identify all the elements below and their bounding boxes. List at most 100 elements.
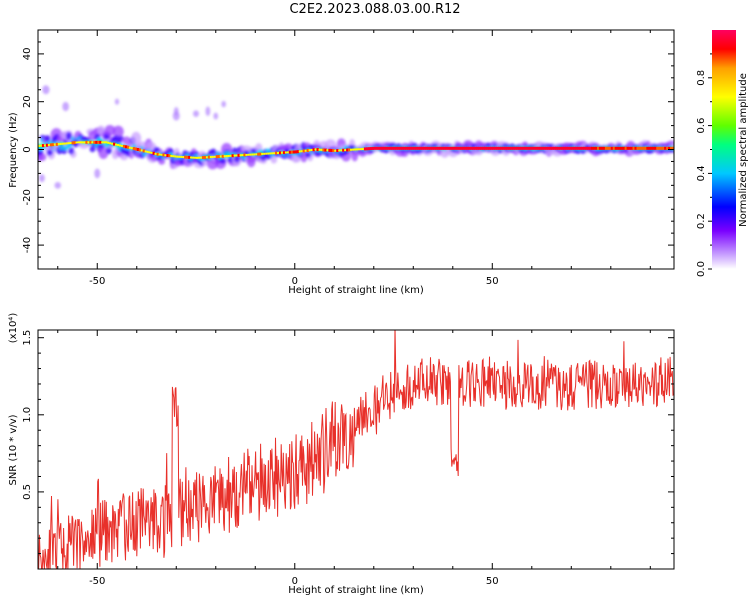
spectrogram-core-cell <box>405 146 408 150</box>
spectrogram-cell <box>104 124 116 136</box>
spectrogram-core-cell <box>316 148 319 152</box>
spectrogram-core-cell <box>304 149 307 152</box>
spectrogram-core-cell <box>563 146 566 150</box>
spectrogram-core-cell <box>41 144 45 148</box>
spectrogram-core-cell <box>662 146 665 150</box>
spectrogram-core-cell <box>531 146 535 150</box>
spectrogram-core-cell <box>512 146 515 150</box>
spectrogram-core-cell <box>596 146 600 150</box>
spectrogram-core-cell <box>444 146 448 150</box>
spectrogram-core-cell <box>49 143 53 147</box>
spectrogram-core-cell <box>555 146 558 150</box>
spectrogram-heatmap <box>38 85 674 189</box>
spectrogram-cell <box>293 156 301 163</box>
spectrogram-core-cell <box>610 146 614 150</box>
spectrogram-core-cell <box>314 148 317 151</box>
spectrogram-core-cell <box>367 147 371 151</box>
spectrogram-cell <box>131 131 142 145</box>
spectrogram-cell <box>68 147 75 155</box>
spectrogram-core-cell <box>634 146 637 150</box>
spectrogram-core-cell <box>383 146 387 150</box>
spectrogram-cell <box>172 111 180 121</box>
spectrogram-core-cell <box>156 152 159 156</box>
spectrogram-core-cell <box>292 150 296 154</box>
spectrogram-core-cell <box>456 146 460 150</box>
spectrogram-core-cell <box>207 155 211 159</box>
spectrogram-core-cell <box>354 148 357 151</box>
spectrogram-core-cell <box>454 146 458 150</box>
spectrogram-core-cell <box>61 142 64 145</box>
spectrogram-core-cell <box>197 156 200 159</box>
spectrogram-core-cell <box>348 148 351 152</box>
spectrogram-core-cell <box>357 148 360 151</box>
spectrogram-core-cell <box>417 146 420 150</box>
y-tick-label: -40 <box>22 237 33 253</box>
spectrogram-core-cell <box>452 146 456 150</box>
spectrogram-core-cell <box>666 146 669 150</box>
spectrogram-core-cell <box>188 155 191 159</box>
spectrogram-core-cell <box>352 148 355 151</box>
spectrogram-core-cell <box>308 149 311 152</box>
spectrogram-core-cell <box>101 141 104 144</box>
spectrogram-cell <box>112 125 124 138</box>
spectrogram-core-cell <box>148 151 151 154</box>
spectrogram-core-cell <box>132 147 136 151</box>
spectrogram-core-cell <box>126 145 130 149</box>
spectrogram-core-cell <box>344 149 347 152</box>
spectrogram-core-cell <box>128 146 131 149</box>
spectrogram-core-cell <box>573 146 576 150</box>
spectrogram-core-cell <box>602 146 606 150</box>
spectrogram-core-cell <box>480 146 483 150</box>
spectrogram-core-cell <box>180 155 183 158</box>
spectrogram-core-cell <box>620 146 624 150</box>
spectrogram-core-cell <box>168 154 171 158</box>
spectrogram-core-cell <box>199 156 202 159</box>
spectrogram-core-cell <box>164 154 167 157</box>
spectrogram-core-cell <box>425 146 428 150</box>
spectrogram-core-cell <box>468 146 471 150</box>
spectrogram-core-cell <box>113 142 116 146</box>
spectrogram-core-cell <box>192 156 195 159</box>
spectrogram-core-cell <box>170 154 173 157</box>
spectrogram-core-cell <box>385 146 389 150</box>
x-tick-label: -50 <box>89 276 105 287</box>
spectrogram-cell <box>231 147 238 155</box>
spectrogram-core-cell <box>166 153 169 157</box>
spectrogram-core-cell <box>640 146 643 150</box>
spectrogram-core-cell <box>271 152 274 155</box>
spectrogram-core-cell <box>504 146 507 150</box>
spectrogram-core-cell <box>472 146 475 150</box>
spectrogram-core-cell <box>219 155 222 158</box>
spectrogram-core-cell <box>403 146 406 150</box>
colorbar-tick-label: 0.6 <box>696 118 707 134</box>
spectrogram-core-cell <box>332 149 335 153</box>
spectrogram-core-cell <box>57 143 60 146</box>
spectrogram-core-cell <box>373 146 377 150</box>
spectrogram-core-cell <box>587 146 590 150</box>
spectrogram-core-cell <box>476 146 479 150</box>
colorbar-tick-label: 0.2 <box>696 213 707 229</box>
spectrogram-core-cell <box>543 146 547 150</box>
spectrogram-core-cell <box>257 152 260 156</box>
snr-series-line <box>38 330 674 569</box>
spectrogram-core-cell <box>656 146 659 150</box>
spectrogram-core-cell <box>55 142 59 146</box>
spectrogram-core-cell <box>571 146 574 150</box>
spectrogram-core-cell <box>75 141 78 144</box>
spectrogram-core-cell <box>492 146 495 150</box>
spectrogram-core-cell <box>519 146 523 150</box>
spectrogram-core-cell <box>318 148 321 151</box>
spectrogram-core-cell <box>97 140 100 144</box>
spectrogram-core-cell <box>672 146 674 150</box>
spectrogram-core-cell <box>38 144 40 147</box>
spectrogram-core-cell <box>446 146 450 150</box>
spectrogram-core-cell <box>464 146 468 150</box>
spectrogram-core-cell <box>407 146 410 150</box>
spectrogram-core-cell <box>107 141 110 144</box>
y-tick-label: 1.5 <box>22 330 33 346</box>
spectrogram-core-cell <box>389 146 392 150</box>
spectrogram-cell <box>38 146 43 151</box>
spectrogram-core-cell <box>638 146 641 150</box>
spectrogram-core-cell <box>245 153 248 156</box>
spectrogram-core-cell <box>93 140 96 144</box>
